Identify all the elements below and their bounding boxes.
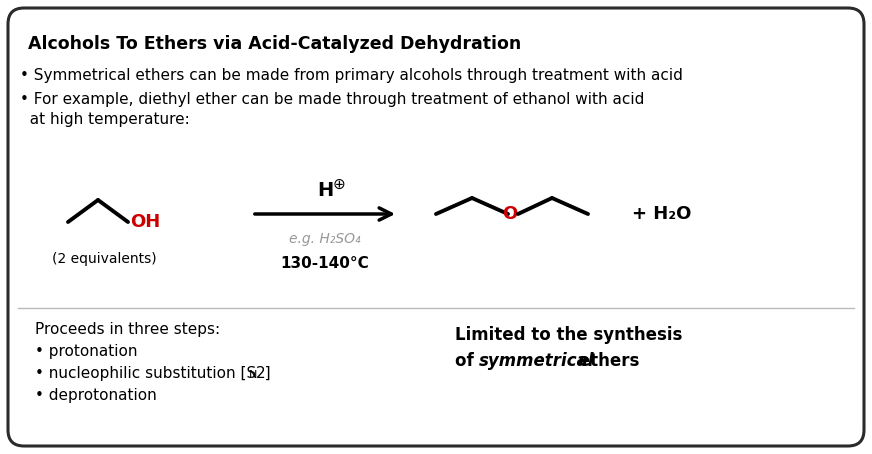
Text: + H₂O: + H₂O bbox=[632, 205, 691, 223]
Text: • nucleophilic substitution [S: • nucleophilic substitution [S bbox=[35, 366, 256, 381]
Text: N: N bbox=[249, 370, 257, 380]
Text: 130-140°C: 130-140°C bbox=[281, 256, 370, 271]
FancyBboxPatch shape bbox=[8, 8, 864, 446]
Text: H: H bbox=[317, 181, 333, 200]
Text: O: O bbox=[502, 205, 518, 223]
Text: ⊕: ⊕ bbox=[333, 177, 346, 192]
Text: ethers: ethers bbox=[573, 352, 639, 370]
Text: at high temperature:: at high temperature: bbox=[20, 112, 190, 127]
Text: 2]: 2] bbox=[256, 366, 271, 381]
Text: • For example, diethyl ether can be made through treatment of ethanol with acid: • For example, diethyl ether can be made… bbox=[20, 92, 644, 107]
Text: of: of bbox=[455, 352, 480, 370]
Text: • deprotonation: • deprotonation bbox=[35, 388, 157, 403]
Text: • Symmetrical ethers can be made from primary alcohols through treatment with ac: • Symmetrical ethers can be made from pr… bbox=[20, 68, 683, 83]
Text: Proceeds in three steps:: Proceeds in three steps: bbox=[35, 322, 220, 337]
Text: e.g. H₂SO₄: e.g. H₂SO₄ bbox=[290, 232, 361, 246]
Text: (2 equivalents): (2 equivalents) bbox=[52, 252, 157, 266]
Text: symmetrical: symmetrical bbox=[479, 352, 595, 370]
Text: • protonation: • protonation bbox=[35, 344, 138, 359]
Text: Limited to the synthesis: Limited to the synthesis bbox=[455, 326, 683, 344]
Text: OH: OH bbox=[130, 213, 160, 231]
Text: Alcohols To Ethers via Acid-Catalyzed Dehydration: Alcohols To Ethers via Acid-Catalyzed De… bbox=[28, 35, 521, 53]
